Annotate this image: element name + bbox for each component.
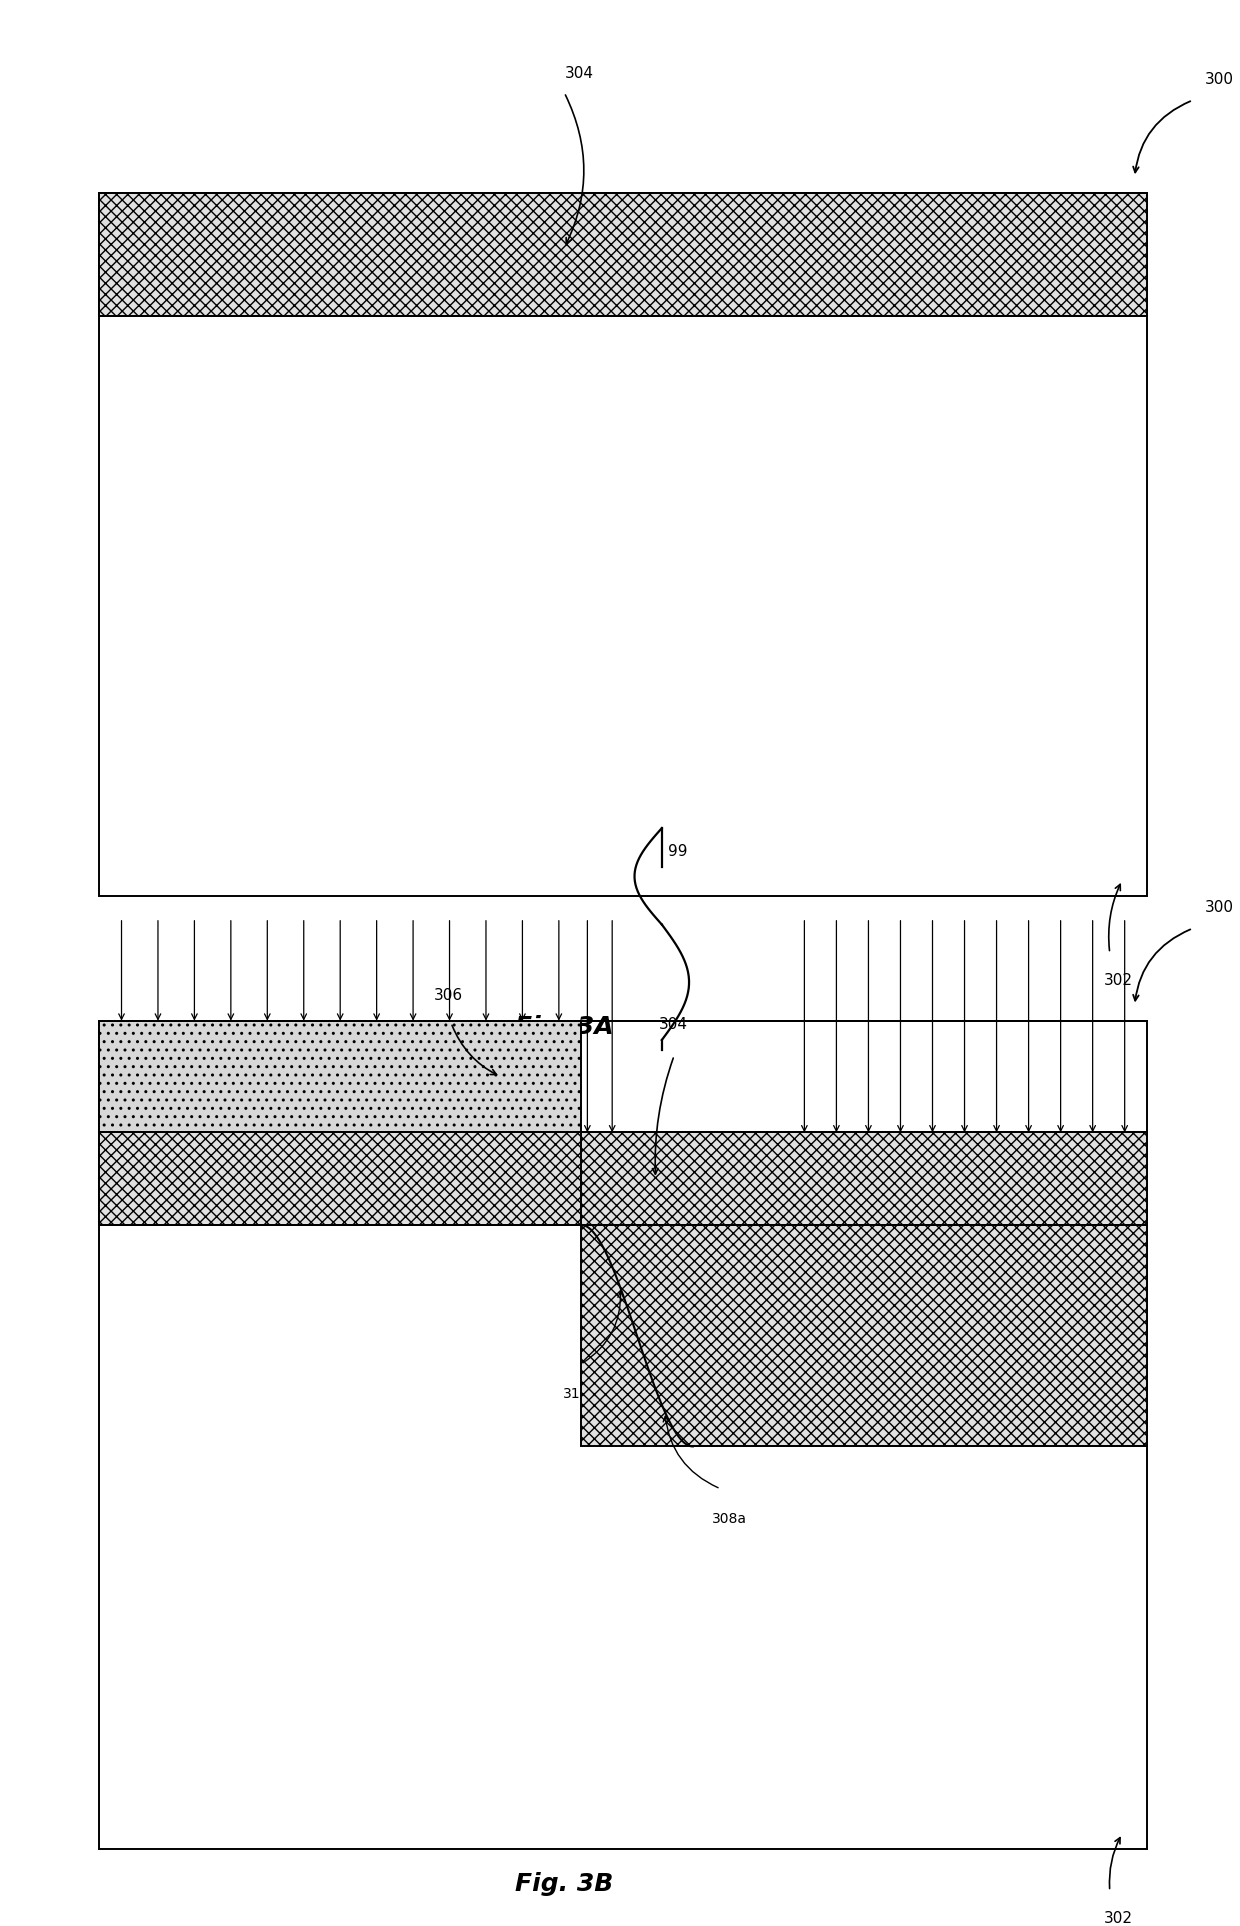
Text: Fig. 3A: Fig. 3A — [515, 1015, 614, 1038]
Text: Fig. 3B: Fig. 3B — [515, 1872, 614, 1895]
Text: 300: 300 — [1205, 71, 1234, 87]
Text: 304: 304 — [658, 1017, 687, 1032]
Bar — [99, 193, 1147, 896]
Bar — [99, 193, 1147, 316]
Text: 302: 302 — [1104, 1911, 1133, 1926]
Text: 308a: 308a — [712, 1512, 746, 1525]
Text: 300: 300 — [1205, 899, 1234, 915]
Text: 302: 302 — [1104, 973, 1133, 988]
Text: 304: 304 — [564, 65, 594, 81]
Bar — [99, 1021, 582, 1132]
Text: 310a: 310a — [563, 1387, 598, 1402]
Bar — [99, 1132, 1147, 1225]
Text: 306: 306 — [434, 988, 463, 1003]
Bar — [582, 1225, 1147, 1446]
Bar — [99, 1021, 1147, 1849]
Text: 99: 99 — [668, 844, 687, 859]
